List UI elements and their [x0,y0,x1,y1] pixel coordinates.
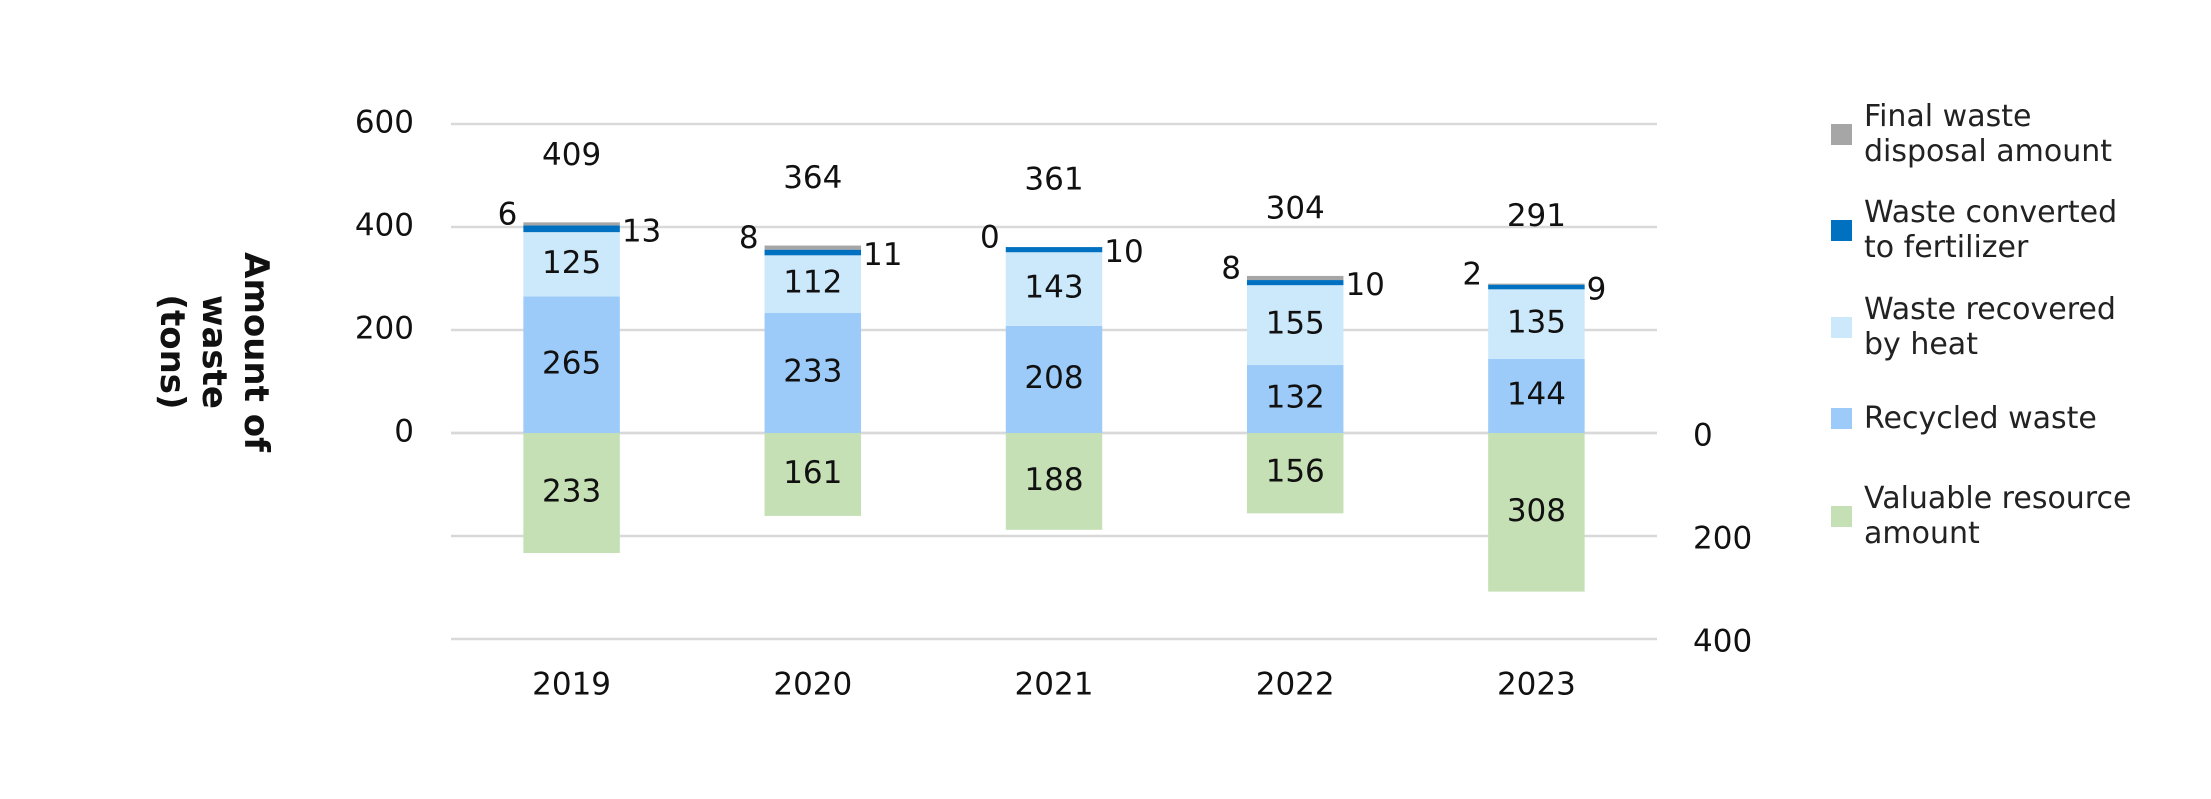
total-label: 361 [1024,162,1083,198]
legend-label: Final waste disposal amount [1864,99,2113,169]
legend-swatch [1831,407,1852,429]
x-tick-label: 2021 [1015,667,1094,703]
x-tick-label: 2022 [1256,667,1335,703]
bar-segment [764,245,862,250]
legend-swatch [1831,505,1852,527]
bar-segment [1488,358,1585,433]
bar-segment [1005,433,1103,530]
data-label: 132 [1266,380,1325,416]
bar-segment [1246,365,1344,433]
legend-entry: Waste converted to fertilizer [1831,195,2154,265]
y2-tick-label: 0 [1693,418,1713,454]
total-label: 304 [1266,190,1325,226]
x-tick-label: 2019 [532,667,611,703]
data-label: 11 [863,237,902,273]
data-label: 13 [622,213,661,249]
bar-segment [1005,325,1103,433]
bar-segment [1488,283,1585,285]
legend-label: Recycled waste [1864,400,2097,436]
legend-swatch [1831,219,1852,241]
bar-segment [523,433,620,553]
y-axis-label: Amount of waste (tons) [152,252,276,452]
legend-label: Waste recovered by heat [1864,292,2116,362]
total-label: 291 [1507,198,1566,234]
bar-segment [764,249,862,256]
data-label: 125 [542,245,601,281]
y2-tick-label: 400 [1693,624,1752,660]
legend-entry: Recycled waste [1831,383,2154,453]
bar-segment [1488,284,1585,290]
legend-label: Valuable resource amount [1864,481,2132,551]
bar-segment [1488,433,1585,592]
data-label: 233 [542,473,601,509]
data-label: 135 [1507,305,1566,341]
y-tick-label: 200 [355,311,414,347]
data-label: 188 [1024,462,1083,498]
data-label: 9 [1587,271,1607,307]
bar-segment [764,313,862,433]
y-tick-label: 0 [394,414,414,450]
data-label: 155 [1266,306,1325,342]
bar-segment [1246,280,1344,286]
x-tick-label: 2023 [1497,667,1576,703]
data-label: 8 [739,220,759,256]
bar-segment [523,225,620,233]
y2-tick-label: 200 [1693,521,1752,557]
bar-segment [1246,285,1344,366]
legend-entry: Waste recovered by heat [1831,292,2154,362]
bar-segment [523,232,620,297]
legend-swatch [1831,123,1852,145]
data-label: 161 [783,455,842,491]
legend-swatch [1831,316,1852,338]
data-label: 143 [1024,270,1083,306]
y-tick-label: 400 [355,208,414,244]
data-label: 233 [783,354,842,390]
bar-segment [1246,275,1344,281]
bar-segment [1488,289,1585,359]
legend-entry: Final waste disposal amount [1831,99,2154,169]
data-label: 0 [980,220,1000,256]
data-label: 10 [1104,234,1143,270]
y-tick-label: 600 [355,105,414,141]
bar-segment [764,255,862,314]
data-label: 265 [542,345,601,381]
data-label: 112 [783,265,842,301]
bar-segment [1246,433,1344,514]
bar-segment [1005,247,1103,253]
x-tick-label: 2020 [773,667,852,703]
data-label: 2 [1462,257,1482,293]
bar-segment [523,296,620,433]
bar-segment [523,222,620,226]
data-label: 8 [1221,250,1241,286]
data-label: 6 [498,196,518,232]
total-label: 409 [542,137,601,173]
legend-label: Waste converted to fertilizer [1864,195,2118,265]
data-label: 156 [1266,454,1325,490]
data-label: 10 [1345,267,1384,303]
data-label: 308 [1507,493,1566,529]
legend-entry: Valuable resource amount [1831,481,2154,551]
bar-segment [764,433,862,516]
bar-segment [1005,252,1103,326]
data-label: 144 [1507,376,1566,412]
total-label: 364 [783,160,842,196]
data-label: 208 [1024,360,1083,396]
